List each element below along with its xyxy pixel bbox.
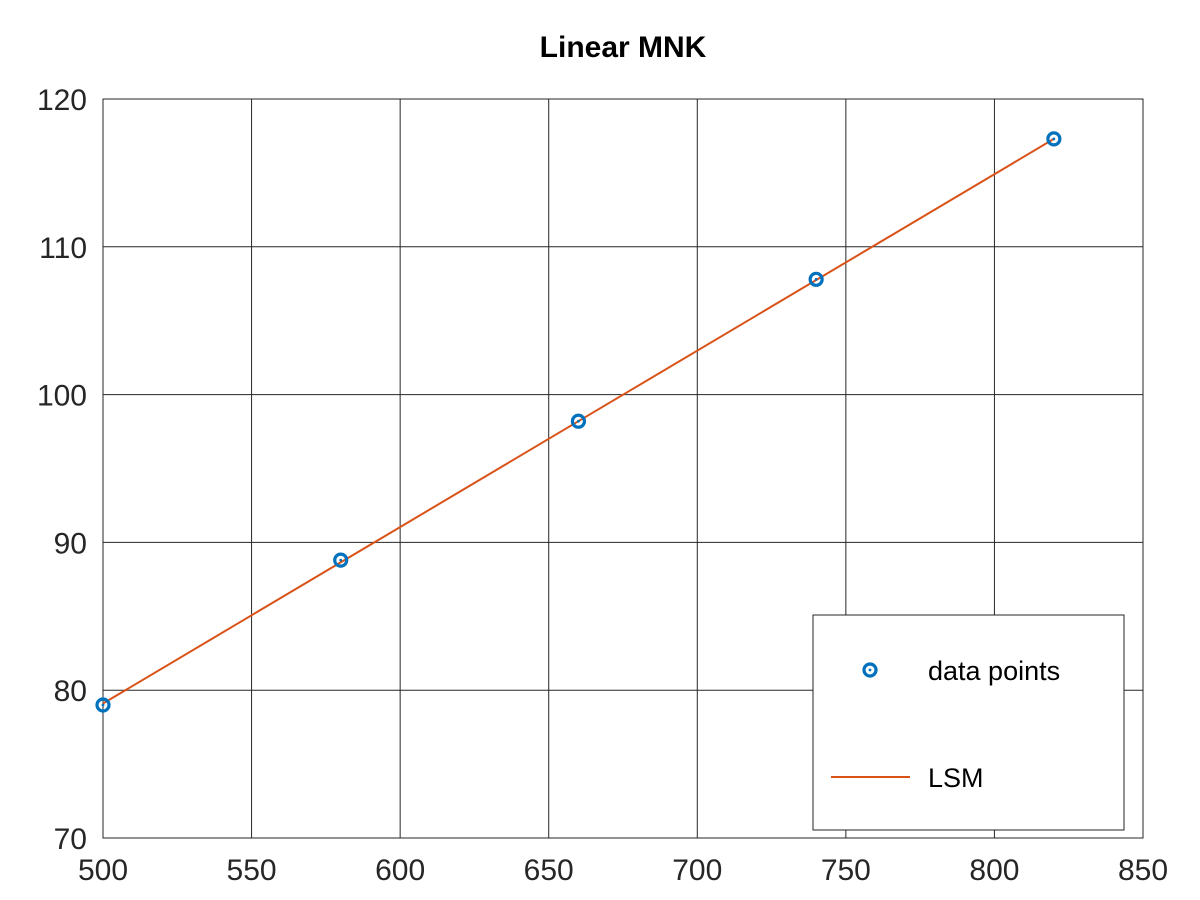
x-tick-label: 700 bbox=[672, 854, 722, 887]
legend-label-lsm: LSM bbox=[928, 763, 984, 793]
x-tick-label: 800 bbox=[969, 854, 1019, 887]
y-tick-label: 100 bbox=[37, 380, 87, 413]
data-point-marker bbox=[333, 552, 349, 568]
chart-title: Linear MNK bbox=[540, 31, 707, 64]
x-tick-label: 650 bbox=[524, 854, 574, 887]
data-point bbox=[570, 413, 587, 429]
legend-marker-data-points-dot bbox=[868, 668, 872, 672]
y-tick-label: 90 bbox=[54, 527, 87, 560]
data-point bbox=[95, 697, 111, 713]
data-point-center bbox=[814, 277, 818, 281]
data-point bbox=[333, 552, 349, 568]
data-point-marker bbox=[95, 697, 111, 713]
data-point-center bbox=[577, 419, 580, 423]
legend-label-data-points: data points bbox=[928, 656, 1060, 686]
x-tick-label: 500 bbox=[78, 854, 128, 887]
data-point-center bbox=[101, 703, 105, 707]
x-tick-label: 550 bbox=[227, 854, 277, 887]
tick-labels: 500 550 600 650 700 750 800 850 70 80 90 100 110 120 bbox=[37, 84, 1168, 887]
data-point-marker bbox=[808, 271, 824, 287]
x-tick-label: 600 bbox=[375, 854, 425, 887]
x-tick-label: 850 bbox=[1118, 854, 1168, 887]
data-point-marker bbox=[570, 413, 587, 429]
y-tick-label: 120 bbox=[37, 84, 87, 117]
data-point bbox=[808, 271, 824, 287]
y-tick-label: 70 bbox=[54, 823, 87, 856]
legend-box bbox=[812, 614, 1125, 831]
legend: data points LSM bbox=[812, 614, 1125, 831]
data-point-center bbox=[1052, 137, 1056, 141]
data-point-marker bbox=[1046, 131, 1062, 147]
x-tick-label: 750 bbox=[821, 854, 871, 887]
legend-marker-data-points bbox=[862, 662, 878, 678]
plot-frame bbox=[102, 98, 1144, 839]
y-tick-label: 80 bbox=[54, 675, 87, 708]
data-point bbox=[1046, 131, 1062, 147]
y-tick-label: 110 bbox=[39, 232, 87, 265]
series bbox=[95, 131, 1062, 713]
data-point-center bbox=[339, 558, 343, 562]
